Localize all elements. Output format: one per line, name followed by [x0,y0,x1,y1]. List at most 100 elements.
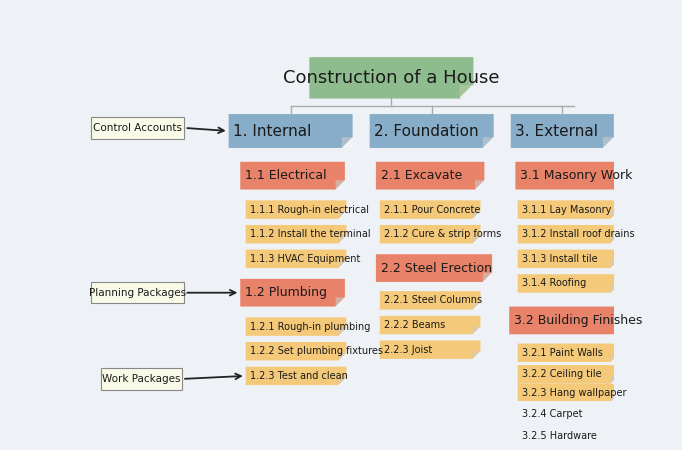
Polygon shape [518,365,619,383]
Polygon shape [603,137,614,148]
Polygon shape [246,250,346,268]
Polygon shape [246,342,346,360]
Text: 3.2.5 Hardware: 3.2.5 Hardware [522,431,597,441]
Polygon shape [610,376,619,383]
Polygon shape [614,325,624,334]
Polygon shape [336,180,345,189]
Text: 2.2.3 Joist: 2.2.3 Joist [385,345,432,355]
Polygon shape [380,200,481,219]
Polygon shape [610,211,619,219]
Polygon shape [342,137,353,148]
Polygon shape [610,376,619,383]
Polygon shape [339,328,346,336]
Text: 2.2.2 Beams: 2.2.2 Beams [385,320,445,330]
Text: 2.1.2 Cure & strip forms: 2.1.2 Cure & strip forms [385,229,502,239]
Polygon shape [610,285,619,293]
Polygon shape [516,162,624,189]
Polygon shape [610,416,619,423]
Text: 1.2.3 Test and clean: 1.2.3 Test and clean [250,371,349,381]
Polygon shape [339,328,346,336]
Polygon shape [380,341,481,359]
Polygon shape [336,297,345,306]
FancyBboxPatch shape [101,368,182,390]
Polygon shape [246,200,346,219]
Polygon shape [339,378,346,385]
Text: 1. Internal: 1. Internal [233,123,312,139]
Polygon shape [240,162,345,189]
Polygon shape [610,394,619,402]
Polygon shape [339,236,346,243]
Polygon shape [336,180,345,189]
Text: 3.2.1 Paint Walls: 3.2.1 Paint Walls [522,348,603,358]
Polygon shape [473,351,481,359]
Polygon shape [339,261,346,268]
Polygon shape [518,274,619,292]
Polygon shape [460,86,473,98]
Polygon shape [509,306,624,334]
Polygon shape [376,162,484,189]
Polygon shape [610,211,619,219]
FancyBboxPatch shape [91,282,184,303]
Polygon shape [370,114,494,148]
Polygon shape [610,261,619,268]
Text: 2.1 Excavate: 2.1 Excavate [381,169,462,182]
Polygon shape [246,225,346,243]
Polygon shape [511,114,614,148]
Polygon shape [603,137,614,148]
Polygon shape [475,180,484,189]
Text: 1.1 Electrical: 1.1 Electrical [245,169,327,182]
Polygon shape [610,354,619,362]
Polygon shape [339,353,346,360]
Polygon shape [614,325,624,334]
Polygon shape [483,137,494,148]
Polygon shape [610,236,619,243]
Polygon shape [380,316,481,334]
Polygon shape [483,137,494,148]
Text: Control Accounts: Control Accounts [93,123,183,133]
Text: Construction of a House: Construction of a House [283,69,500,87]
Polygon shape [339,378,346,385]
Polygon shape [518,250,619,268]
Polygon shape [610,437,619,445]
Polygon shape [380,291,481,310]
Polygon shape [246,317,346,336]
Polygon shape [376,254,492,282]
Text: 1.1.1 Rough-in electrical: 1.1.1 Rough-in electrical [250,205,370,215]
Polygon shape [610,236,619,243]
Polygon shape [339,236,346,243]
Text: 3.1.3 Install tile: 3.1.3 Install tile [522,254,598,264]
Polygon shape [518,427,619,445]
Polygon shape [339,211,346,219]
Polygon shape [342,137,353,148]
Text: 2.2.1 Steel Columns: 2.2.1 Steel Columns [385,295,483,306]
Text: 3.2.3 Hang wallpaper: 3.2.3 Hang wallpaper [522,388,627,398]
Polygon shape [518,343,619,362]
Text: 3.1.4 Roofing: 3.1.4 Roofing [522,279,587,288]
Text: 1.2.2 Set plumbing fixtures: 1.2.2 Set plumbing fixtures [250,346,383,356]
Text: 1.2 Plumbing: 1.2 Plumbing [245,286,327,299]
Text: 1.1.2 Install the terminal: 1.1.2 Install the terminal [250,229,371,239]
Polygon shape [473,327,481,334]
Polygon shape [475,180,484,189]
Text: 3.1.1 Lay Masonry: 3.1.1 Lay Masonry [522,205,612,215]
Polygon shape [518,200,619,219]
Polygon shape [610,285,619,293]
Text: 3.2.4 Carpet: 3.2.4 Carpet [522,410,583,419]
Polygon shape [518,225,619,243]
Text: 3. External: 3. External [516,123,598,139]
Polygon shape [473,302,481,310]
Text: 2. Foundation: 2. Foundation [374,123,479,139]
Polygon shape [473,236,481,243]
Polygon shape [614,180,624,189]
Polygon shape [339,353,346,360]
Polygon shape [336,297,345,306]
Polygon shape [610,416,619,423]
Polygon shape [610,354,619,362]
Polygon shape [518,383,619,402]
Polygon shape [473,302,481,310]
Polygon shape [483,273,492,282]
Polygon shape [310,58,473,98]
Polygon shape [228,114,353,148]
Text: 2.1.1 Pour Concrete: 2.1.1 Pour Concrete [385,205,481,215]
Polygon shape [240,279,345,306]
